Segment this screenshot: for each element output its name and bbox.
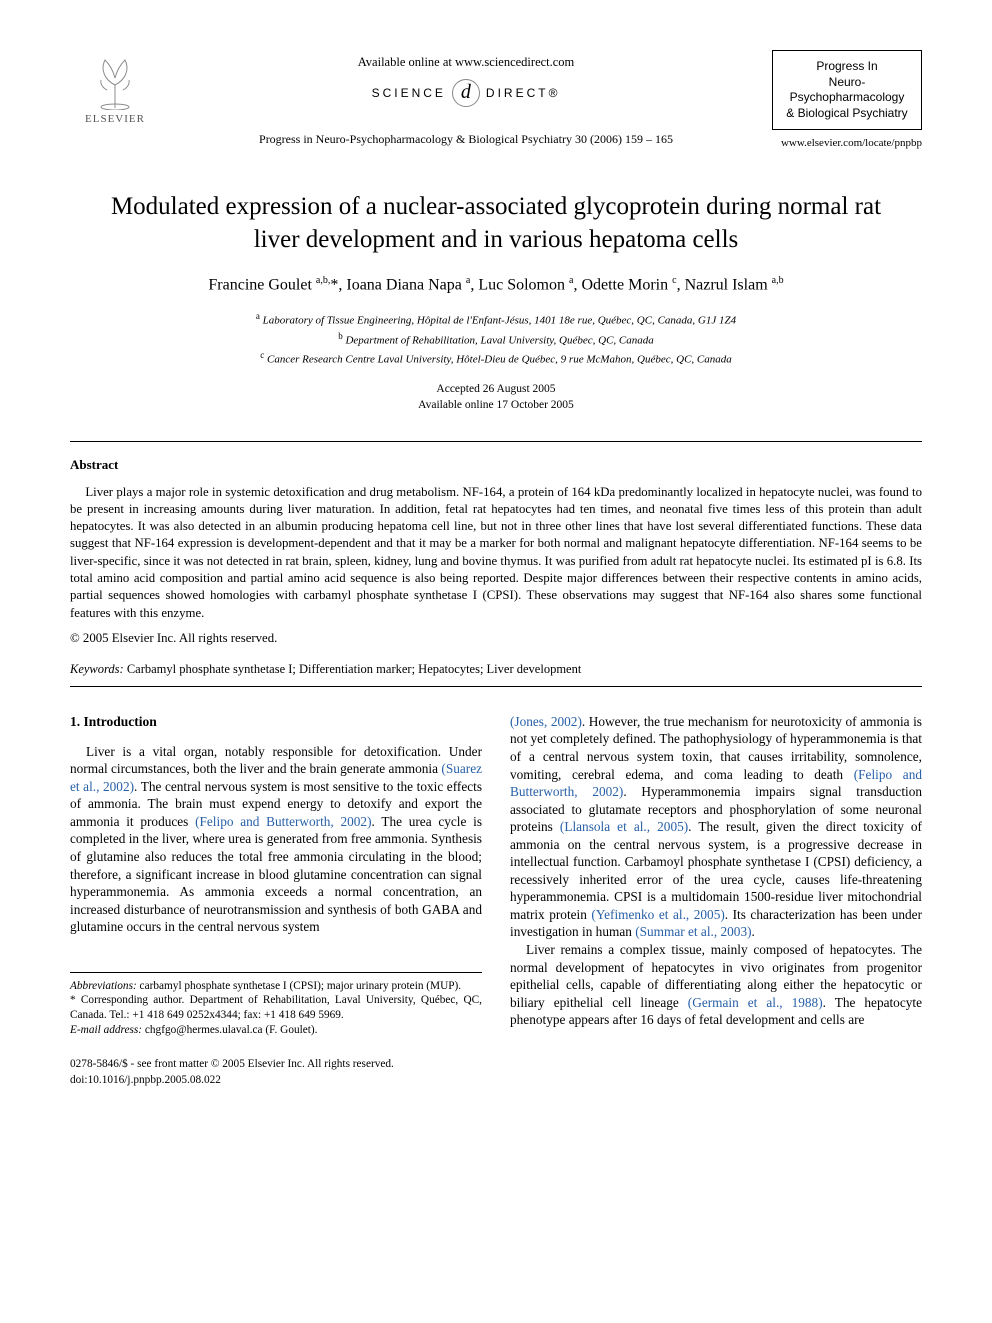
keywords-label: Keywords: <box>70 662 124 676</box>
abbreviations-note: Abbreviations: carbamyl phosphate synthe… <box>70 979 482 994</box>
affiliations: a Laboratory of Tissue Engineering, Hôpi… <box>70 310 922 369</box>
abstract-copyright: © 2005 Elsevier Inc. All rights reserved… <box>70 630 922 647</box>
online-date: Available online 17 October 2005 <box>70 397 922 413</box>
affiliation-a: a Laboratory of Tissue Engineering, Hôpi… <box>70 310 922 330</box>
abstract-body: Liver plays a major role in systemic det… <box>70 484 922 622</box>
publisher-name: ELSEVIER <box>85 112 145 127</box>
corresponding-author-note: * Corresponding author. Department of Re… <box>70 993 482 1022</box>
available-online-text: Available online at www.sciencedirect.co… <box>160 54 772 71</box>
journal-reference: Progress in Neuro-Psychopharmacology & B… <box>160 131 772 147</box>
elsevier-tree-icon <box>85 50 145 110</box>
journal-box-line: Neuro-Psychopharmacology <box>779 75 915 106</box>
sd-glyph-icon: d <box>452 79 480 107</box>
front-matter-note: 0278-5846/$ - see front matter © 2005 El… <box>70 1057 922 1088</box>
section-heading: 1. Introduction <box>70 713 482 731</box>
center-header: Available online at www.sciencedirect.co… <box>160 50 772 147</box>
intro-paragraph-cont: (Jones, 2002). However, the true mechani… <box>510 713 922 941</box>
footnotes: Abbreviations: carbamyl phosphate synthe… <box>70 972 482 1038</box>
divider <box>70 441 922 442</box>
keywords-values: Carbamyl phosphate synthetase I; Differe… <box>127 662 581 676</box>
front-matter-line1: 0278-5846/$ - see front matter © 2005 El… <box>70 1057 922 1072</box>
email-note: E-mail address: chgfgo@hermes.ulaval.ca … <box>70 1023 482 1038</box>
journal-box-wrap: Progress In Neuro-Psychopharmacology & B… <box>772 50 922 151</box>
left-column: 1. Introduction Liver is a vital organ, … <box>70 713 482 1038</box>
abstract-heading: Abstract <box>70 456 922 474</box>
doi-line: doi:10.1016/j.pnpbp.2005.08.022 <box>70 1073 922 1088</box>
citation-link[interactable]: (Llansola et al., 2005) <box>560 819 688 834</box>
citation-link[interactable]: (Yefimenko et al., 2005) <box>591 907 724 922</box>
journal-title-box: Progress In Neuro-Psychopharmacology & B… <box>772 50 922 130</box>
article-title: Modulated expression of a nuclear-associ… <box>100 191 892 256</box>
divider <box>70 686 922 687</box>
publisher-logo: ELSEVIER <box>70 50 160 127</box>
affiliation-c: c Cancer Research Centre Laval Universit… <box>70 349 922 369</box>
affiliation-b: b Department of Rehabilitation, Laval Un… <box>70 330 922 350</box>
article-body: 1. Introduction Liver is a vital organ, … <box>70 713 922 1038</box>
citation-link[interactable]: (Felipo and Butterworth, 2002) <box>195 814 371 829</box>
intro-paragraph-2: Liver remains a complex tissue, mainly c… <box>510 941 922 1029</box>
keywords: Keywords: Carbamyl phosphate synthetase … <box>70 661 922 678</box>
accepted-date: Accepted 26 August 2005 <box>70 381 922 397</box>
citation-link[interactable]: (Jones, 2002) <box>510 714 582 729</box>
journal-locate-url[interactable]: www.elsevier.com/locate/pnpbp <box>772 136 922 151</box>
journal-box-line: & Biological Psychiatry <box>779 106 915 122</box>
journal-box-line: Progress In <box>779 59 915 75</box>
intro-paragraph: Liver is a vital organ, notably responsi… <box>70 743 482 936</box>
sd-right: DIRECT® <box>486 85 561 101</box>
page-header: ELSEVIER Available online at www.science… <box>70 50 922 151</box>
right-column: (Jones, 2002). However, the true mechani… <box>510 713 922 1038</box>
article-dates: Accepted 26 August 2005 Available online… <box>70 381 922 413</box>
sd-left: SCIENCE <box>372 85 446 101</box>
author-list: Francine Goulet a,b,*, Ioana Diana Napa … <box>70 274 922 296</box>
sciencedirect-logo: SCIENCE d DIRECT® <box>372 79 561 107</box>
citation-link[interactable]: (Summar et al., 2003) <box>635 924 751 939</box>
citation-link[interactable]: (Germain et al., 1988) <box>688 995 823 1010</box>
